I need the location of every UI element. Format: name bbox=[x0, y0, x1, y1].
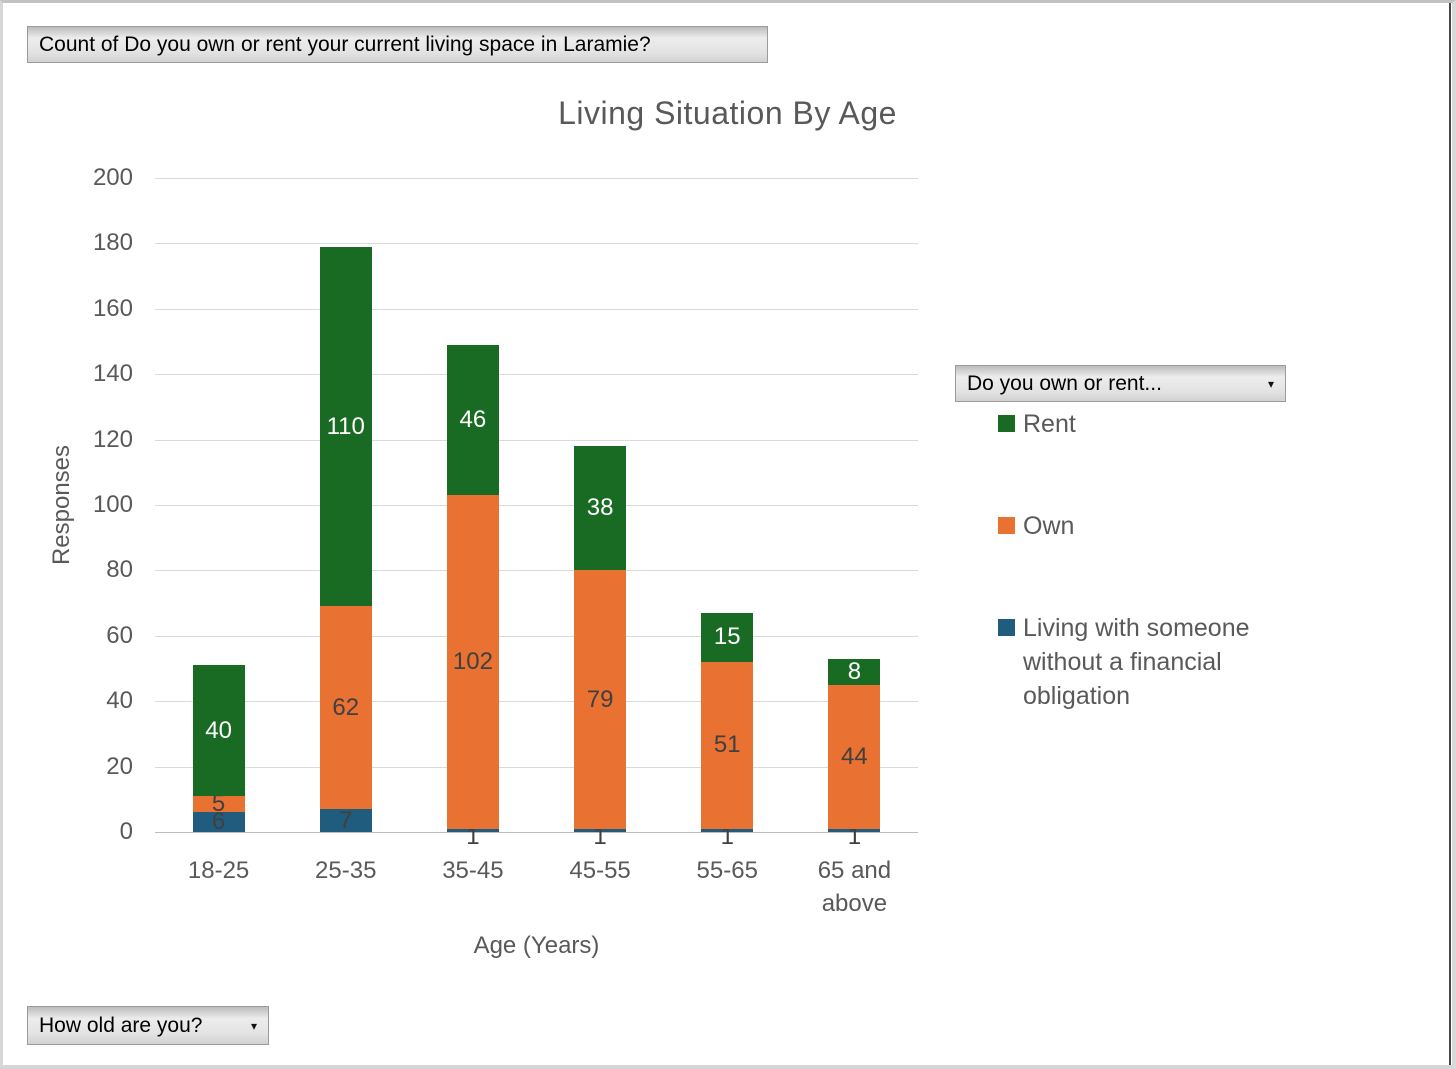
x-tick-label: 55-65 bbox=[696, 857, 758, 884]
gridline bbox=[155, 178, 918, 179]
bar-segment: 15 bbox=[701, 612, 754, 662]
bar-segment: 1 bbox=[828, 824, 881, 850]
x-tick-label: 45-55 bbox=[569, 857, 631, 884]
bar-segment: 5 bbox=[192, 791, 245, 817]
bar-segment: 1 bbox=[574, 824, 627, 850]
plot-area: 6 5 40 7 62 110 1 102 46 1 79 38 1 51 15 1 44 8 bbox=[155, 178, 918, 850]
y-tick-label: 80 bbox=[106, 556, 133, 584]
bar-segment: 7 bbox=[319, 806, 372, 834]
pivot-field-button-values-label: Count of Do you own or rent your current… bbox=[39, 32, 651, 56]
data-label: 38 bbox=[586, 494, 614, 522]
x-axis-line bbox=[155, 832, 918, 833]
y-tick-label: 60 bbox=[106, 621, 133, 649]
data-label: 1 bbox=[847, 823, 862, 851]
data-label: 1 bbox=[593, 823, 607, 851]
x-tick-label: 25-35 bbox=[315, 857, 377, 884]
dropdown-arrow-icon: ▾ bbox=[1267, 376, 1274, 391]
y-tick-label: 140 bbox=[92, 360, 133, 388]
pivot-field-button-axis-label: How old are you? bbox=[39, 1013, 203, 1037]
x-tick-label: 35-45 bbox=[442, 857, 504, 884]
bar-segment: 40 bbox=[192, 665, 245, 797]
legend-swatch-icon bbox=[998, 619, 1015, 636]
dropdown-arrow-icon: ▾ bbox=[250, 1018, 257, 1033]
y-tick-label: 180 bbox=[92, 229, 133, 257]
data-label: 1 bbox=[466, 823, 480, 851]
y-tick-label: 20 bbox=[106, 752, 133, 780]
legend-item: Living with someone without a financial … bbox=[998, 611, 1265, 713]
data-label: 46 bbox=[459, 406, 487, 433]
bar-segment: 62 bbox=[319, 606, 372, 810]
data-label: 5 bbox=[211, 790, 226, 818]
gridline bbox=[155, 439, 918, 441]
gridline bbox=[155, 635, 918, 637]
gridline bbox=[155, 570, 918, 572]
data-label: 102 bbox=[452, 647, 493, 675]
bar-55-65: 1 51 15 bbox=[701, 178, 754, 850]
bar-segment: 110 bbox=[319, 246, 372, 607]
bar-45-55: 1 79 38 bbox=[574, 178, 627, 850]
data-label: 62 bbox=[332, 693, 360, 721]
bar-segment: 1 bbox=[446, 824, 499, 850]
data-label: 79 bbox=[586, 685, 614, 713]
bar-segment: 46 bbox=[446, 344, 499, 496]
bar-25-35: 7 62 110 bbox=[319, 178, 372, 834]
pivot-field-button-legend[interactable]: Do you own or rent... ▾ bbox=[955, 365, 1286, 402]
legend-item-label: Rent bbox=[1023, 410, 1076, 438]
gridline bbox=[155, 701, 918, 703]
bar-65 and above: 1 44 8 bbox=[828, 178, 881, 850]
bar-35-45: 1 102 46 bbox=[446, 178, 499, 850]
gridline bbox=[155, 766, 918, 768]
legend-item: Rent bbox=[998, 407, 1076, 441]
bar-segment: 102 bbox=[446, 495, 499, 829]
legend-item-label: Living with someone without a financial … bbox=[1023, 614, 1250, 710]
pivot-field-button-axis[interactable]: How old are you? ▾ bbox=[27, 1006, 269, 1045]
bar-segment: 6 bbox=[192, 808, 245, 836]
gridline bbox=[155, 374, 918, 376]
x-tick-label: 18-25 bbox=[187, 857, 250, 884]
legend-swatch-icon bbox=[998, 415, 1015, 432]
y-tick-label: 0 bbox=[119, 818, 133, 845]
pivot-field-button-legend-label: Do you own or rent... bbox=[967, 371, 1162, 395]
data-label: 6 bbox=[211, 808, 226, 836]
gridline bbox=[155, 243, 918, 245]
y-tick-label: 120 bbox=[92, 425, 133, 453]
gridline bbox=[155, 308, 918, 310]
bar-segment: 44 bbox=[828, 684, 881, 829]
pivot-field-button-values[interactable]: Count of Do you own or rent your current… bbox=[27, 26, 768, 63]
data-label: 7 bbox=[339, 806, 353, 834]
data-label: 8 bbox=[847, 657, 862, 685]
data-label: 40 bbox=[205, 716, 232, 744]
legend-item-label: Own bbox=[1023, 512, 1075, 540]
y-tick-label: 200 bbox=[92, 164, 133, 191]
data-label: 15 bbox=[713, 623, 741, 651]
y-tick-label: 40 bbox=[106, 687, 133, 715]
bar-18-25: 6 5 40 bbox=[192, 178, 245, 836]
bar-segment: 79 bbox=[574, 570, 627, 829]
x-tick-label: 65 and above bbox=[817, 857, 892, 917]
bar-segment: 51 bbox=[701, 661, 754, 829]
data-label: 44 bbox=[841, 742, 868, 770]
y-tick-label: 160 bbox=[92, 294, 133, 322]
data-label: 51 bbox=[713, 731, 741, 759]
x-axis-title: Age (Years) bbox=[473, 932, 600, 959]
data-label: 110 bbox=[326, 412, 365, 440]
legend-swatch-icon bbox=[998, 517, 1015, 534]
chart-title: Living Situation By Age bbox=[558, 95, 897, 131]
bar-segment: 1 bbox=[701, 824, 754, 850]
bar-segment: 38 bbox=[574, 446, 627, 571]
gridline bbox=[155, 505, 918, 506]
window-edge bbox=[1449, 3, 1451, 1065]
legend-item: Own bbox=[998, 509, 1074, 543]
bar-segment: 8 bbox=[828, 657, 881, 685]
data-label: 1 bbox=[720, 823, 734, 851]
y-tick-label: 100 bbox=[92, 491, 133, 518]
